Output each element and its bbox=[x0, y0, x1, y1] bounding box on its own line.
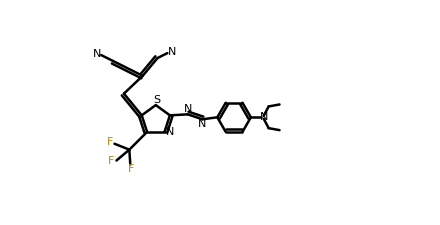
Text: N: N bbox=[260, 112, 268, 122]
Text: F: F bbox=[108, 155, 115, 166]
Text: N: N bbox=[166, 127, 174, 137]
Text: F: F bbox=[107, 137, 113, 147]
Text: N: N bbox=[198, 119, 207, 129]
Text: S: S bbox=[154, 95, 161, 105]
Text: F: F bbox=[128, 164, 135, 174]
Text: N: N bbox=[183, 104, 192, 114]
Text: N: N bbox=[168, 47, 176, 57]
Text: N: N bbox=[92, 49, 101, 58]
